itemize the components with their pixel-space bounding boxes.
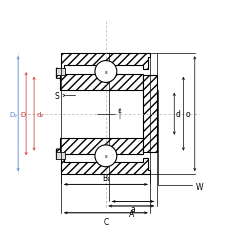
Polygon shape	[60, 74, 143, 90]
Text: a: a	[130, 204, 135, 213]
Text: B₁: B₁	[101, 173, 109, 182]
Text: D₂: D₂	[9, 111, 18, 117]
Polygon shape	[61, 54, 150, 70]
Polygon shape	[56, 149, 61, 160]
Circle shape	[95, 145, 116, 167]
Polygon shape	[60, 138, 143, 154]
Text: ε: ε	[104, 70, 107, 75]
Text: d: d	[175, 110, 180, 119]
Polygon shape	[56, 153, 65, 160]
Polygon shape	[61, 158, 150, 174]
Polygon shape	[56, 69, 61, 79]
Text: ε: ε	[104, 154, 107, 159]
Circle shape	[95, 61, 116, 83]
Polygon shape	[56, 69, 65, 76]
Text: D: D	[20, 111, 26, 117]
Polygon shape	[143, 76, 156, 153]
Text: W: W	[195, 182, 202, 191]
Text: C: C	[103, 217, 108, 226]
Text: S: S	[54, 92, 59, 101]
Text: A: A	[128, 210, 133, 218]
Text: ε: ε	[117, 108, 121, 114]
Text: o: o	[184, 110, 189, 119]
Text: d₂: d₂	[36, 111, 44, 117]
